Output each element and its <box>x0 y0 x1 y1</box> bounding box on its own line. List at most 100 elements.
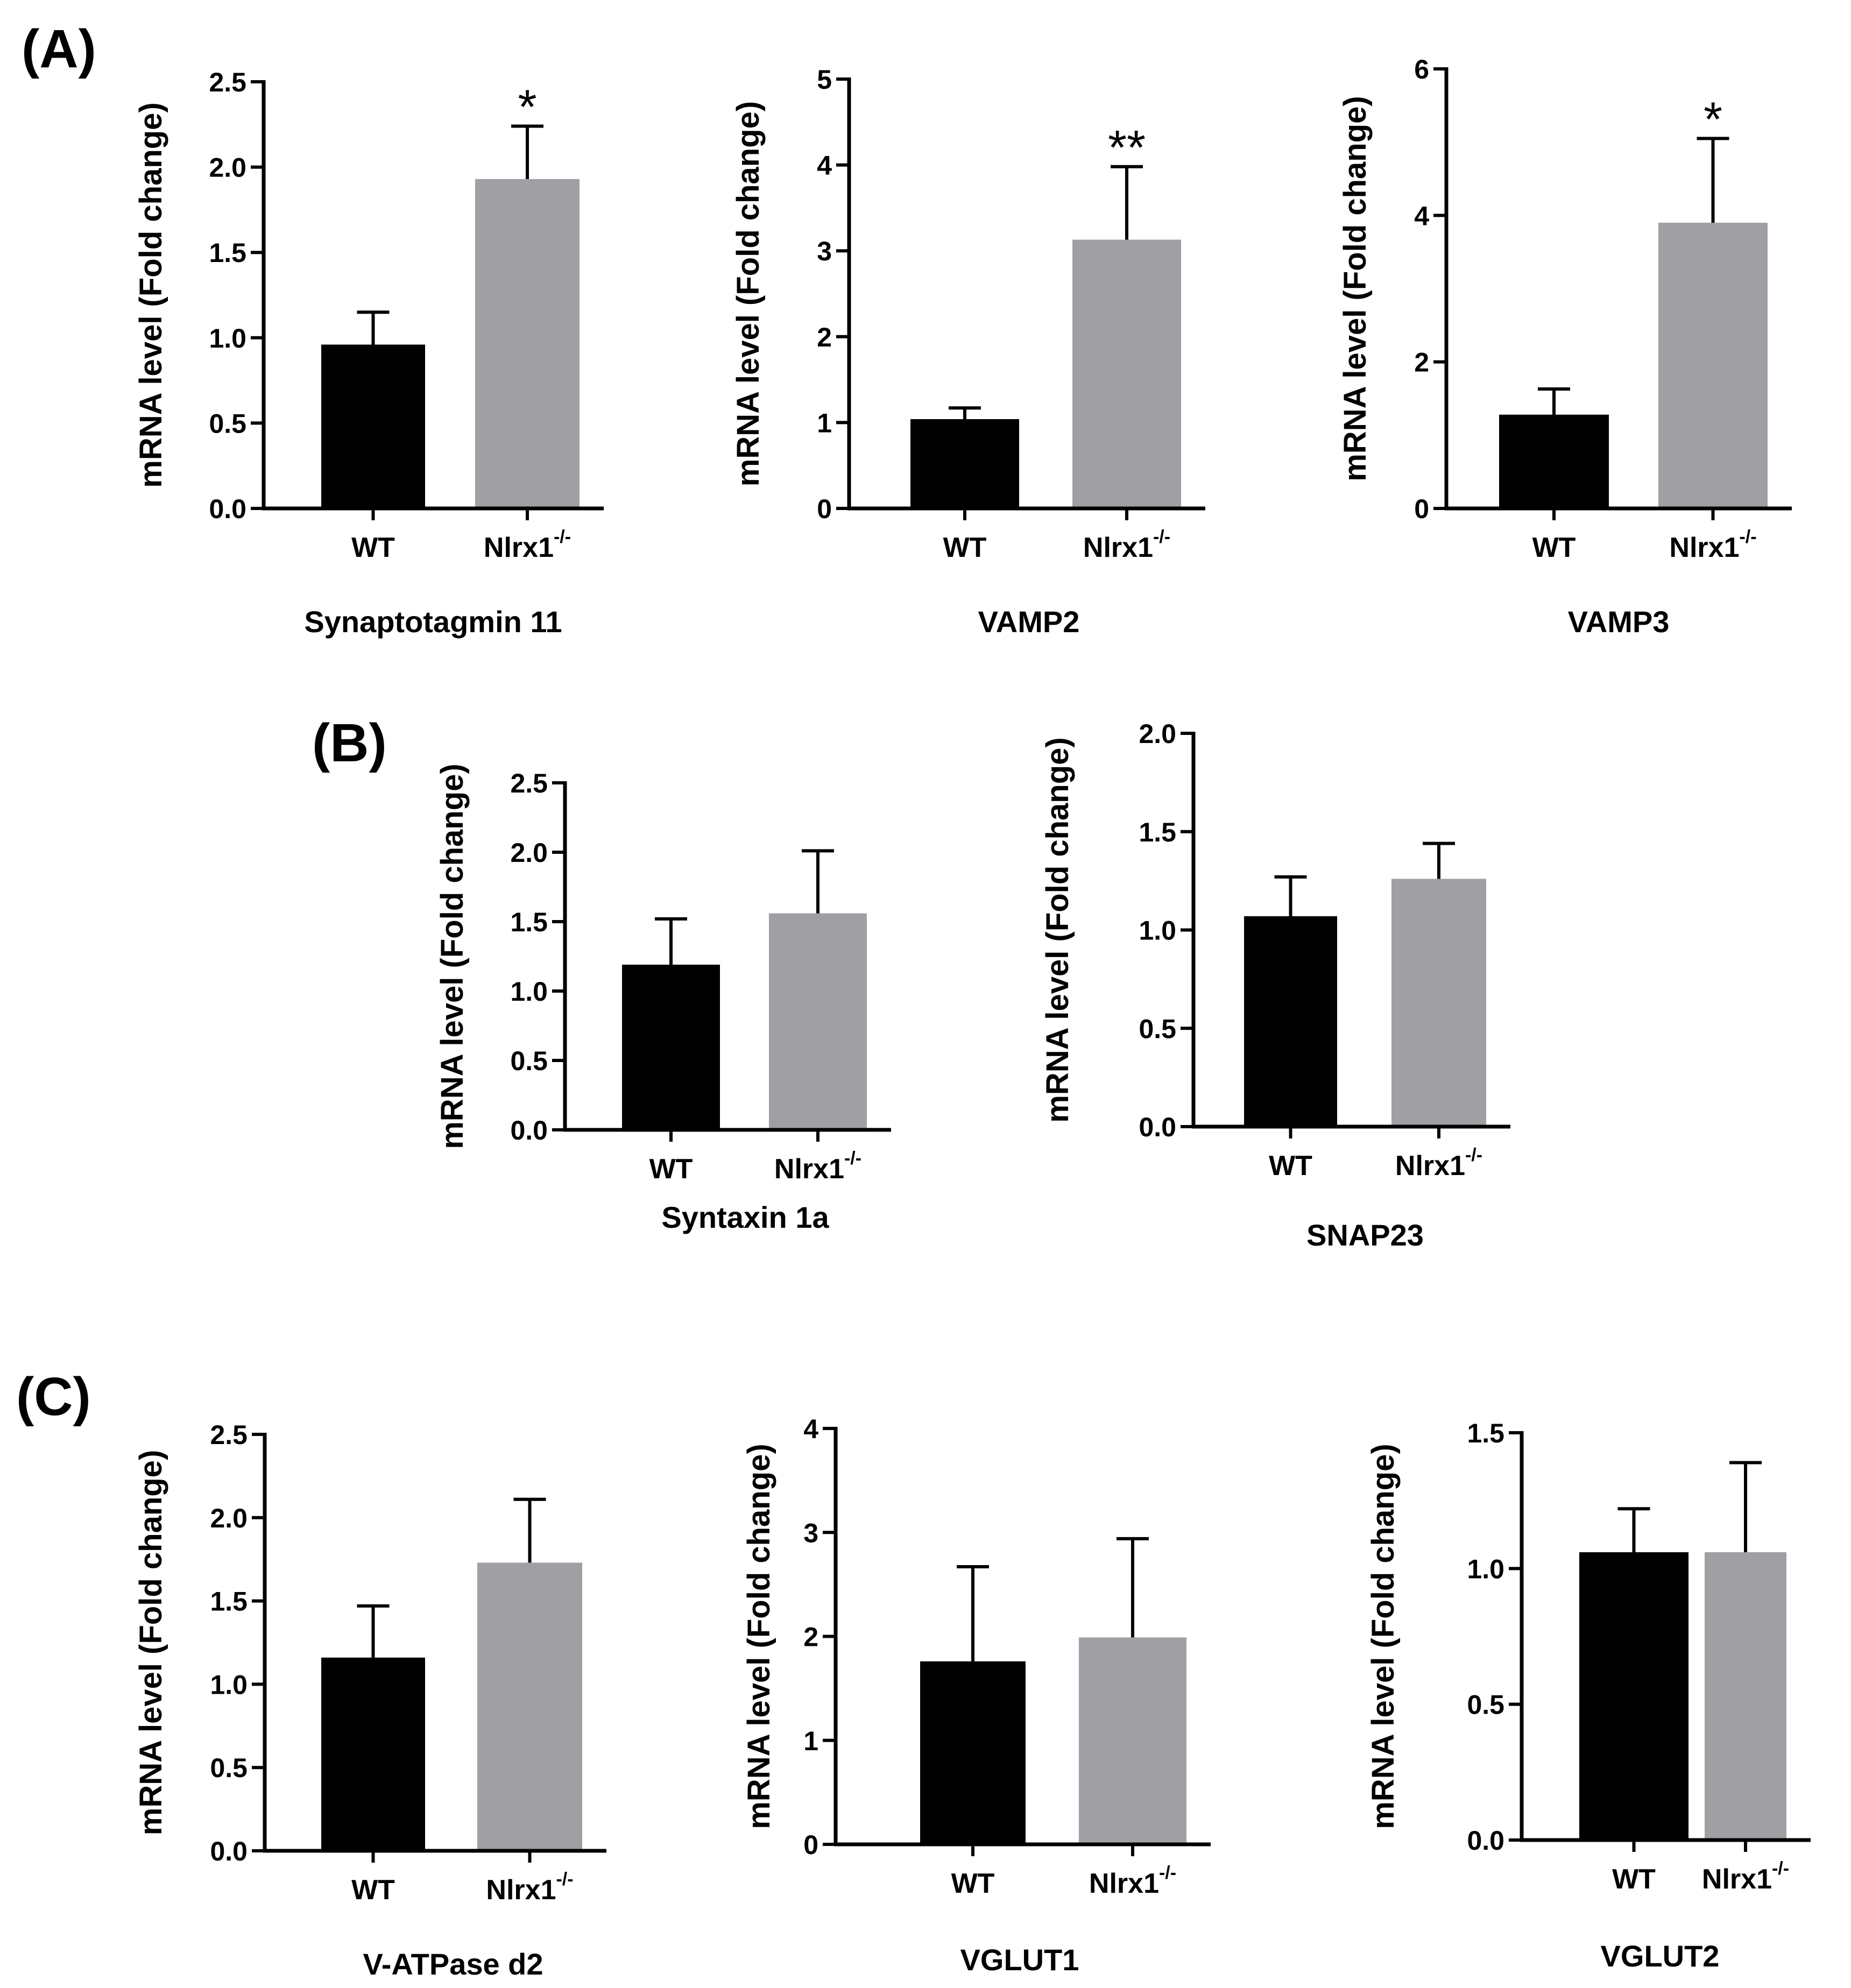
y-tick-label: 0.0 <box>1467 1826 1504 1856</box>
significance-label: * <box>1704 93 1722 146</box>
y-tick-label: 2.0 <box>209 153 246 183</box>
x-tick-label-wt: WT <box>649 1154 693 1185</box>
bar-nlrx1 <box>1079 1637 1186 1844</box>
y-tick-label: 0 <box>803 1830 818 1860</box>
x-tick-label-superscript: -/- <box>1153 527 1170 547</box>
x-tick-label-wt: WT <box>351 1874 395 1906</box>
significance-label: * <box>518 80 536 134</box>
bar-wt <box>321 344 425 508</box>
y-tick-label: 2.5 <box>210 1420 248 1450</box>
chart-2: ** 0 1 2 3 4 5 WT Nlrx1-/- mRNA level (Fold chang… <box>731 65 1205 639</box>
x-axis-title: VGLUT2 <box>1601 1939 1720 1973</box>
bar-nlrx1 <box>1705 1552 1786 1840</box>
y-tick-label: 0 <box>1414 494 1429 524</box>
y-axis-title: mRNA level (Fold change) <box>133 102 168 488</box>
y-tick-label: 2.0 <box>210 1503 248 1533</box>
y-axis-title: mRNA level (Fold change) <box>1040 737 1075 1123</box>
bar-wt <box>910 419 1019 508</box>
bar-wt <box>321 1657 425 1851</box>
x-tick-label-superscript: -/- <box>1159 1863 1176 1883</box>
y-tick-label: 6 <box>1414 54 1429 84</box>
y-tick-label: 0.0 <box>210 1836 248 1866</box>
y-tick-label: 2 <box>817 322 832 352</box>
y-tick-label: 1.0 <box>210 1669 248 1700</box>
x-tick-label-wt: WT <box>1269 1150 1312 1182</box>
bar-nlrx1 <box>1658 222 1768 508</box>
y-tick-label: 1.0 <box>209 323 246 353</box>
x-tick-label-superscript: -/- <box>556 1869 573 1890</box>
x-tick-label-wt: WT <box>943 532 987 563</box>
x-axis-title: VGLUT1 <box>960 1943 1079 1977</box>
bar-nlrx1 <box>477 1562 582 1851</box>
y-tick-label: 1.0 <box>1139 916 1176 946</box>
x-tick-label-nlrx1: Nlrx1-/- <box>1669 527 1756 563</box>
x-tick-label-nlrx1: Nlrx1-/- <box>486 1869 573 1906</box>
chart-1: * 0.0 0.5 1.0 1.5 2.0 2.5 WT Nlrx1-/- mRNA level … <box>133 67 604 639</box>
y-tick-label: 2 <box>803 1622 818 1652</box>
y-axis-title: mRNA level (Fold change) <box>435 763 470 1149</box>
bar-nlrx1 <box>769 913 867 1130</box>
y-axis-title: mRNA level (Fold change) <box>731 101 766 487</box>
chart-6: 0.0 0.5 1.0 1.5 2.0 2.5 WT Nlrx1-/- mRNA level (… <box>133 1420 606 1981</box>
x-tick-label-superscript: -/- <box>844 1148 861 1169</box>
y-tick-label: 4 <box>803 1414 818 1444</box>
y-tick-label: 1.0 <box>510 977 548 1007</box>
y-tick-label: 2.0 <box>510 838 548 868</box>
y-tick-label: 1.5 <box>209 238 246 268</box>
x-tick-label-superscript: -/- <box>1465 1145 1482 1165</box>
bar-wt <box>1579 1552 1688 1840</box>
y-tick-label: 0.5 <box>1139 1014 1176 1044</box>
y-tick-label: 1.5 <box>210 1587 248 1617</box>
y-tick-label: 1 <box>803 1726 818 1756</box>
bar-nlrx1 <box>475 179 580 509</box>
bar-nlrx1 <box>1072 239 1181 508</box>
y-axis-title: mRNA level (Fold change) <box>1338 96 1373 482</box>
chart-7: 0 1 2 3 4 WT Nlrx1-/- mRNA level (Fold change) V… <box>741 1414 1211 1977</box>
y-tick-label: 1.0 <box>1467 1554 1504 1584</box>
y-tick-label: 2.0 <box>1139 719 1176 749</box>
y-tick-label: 1.5 <box>1139 817 1176 847</box>
chart-8: 0.0 0.5 1.0 1.5 WT Nlrx1-/- mRNA level (Fold c… <box>1366 1418 1811 1973</box>
x-tick-label-wt: WT <box>351 532 395 563</box>
y-tick-label: 4 <box>817 151 832 181</box>
bar-nlrx1 <box>1391 879 1486 1127</box>
y-tick-label: 2 <box>1414 348 1429 378</box>
y-tick-label: 0.5 <box>1467 1690 1504 1720</box>
x-axis-title: Synaptotagmin 11 <box>304 605 562 639</box>
x-axis-title: VAMP2 <box>978 605 1080 639</box>
x-tick-label-superscript: -/- <box>1739 527 1756 547</box>
x-tick-label-nlrx1: Nlrx1-/- <box>1083 527 1170 563</box>
y-tick-label: 5 <box>817 65 832 95</box>
chart-3: * 0 2 4 6 WT Nlrx1-/- mRNA level (Fold change) V… <box>1338 54 1792 639</box>
bar-wt <box>1499 414 1609 508</box>
x-tick-label-wt: WT <box>1612 1864 1656 1895</box>
panel-label-a: (A) <box>22 19 96 79</box>
y-tick-label: 4 <box>1414 201 1429 231</box>
x-axis-title: V-ATPase d2 <box>363 1947 543 1981</box>
y-axis-title: mRNA level (Fold change) <box>1366 1444 1401 1829</box>
y-tick-label: 3 <box>817 236 832 266</box>
y-tick-label: 2.5 <box>510 768 548 798</box>
chart-5: 0.0 0.5 1.0 1.5 2.0 WT Nlrx1-/- mRNA level (Fol… <box>1040 719 1510 1252</box>
y-axis-title: mRNA level (Fold change) <box>741 1444 776 1829</box>
panel-label-b: (B) <box>312 713 387 773</box>
bar-wt <box>1244 916 1337 1127</box>
x-axis-title: SNAP23 <box>1306 1218 1424 1252</box>
bar-wt <box>622 964 720 1130</box>
x-tick-label-nlrx1: Nlrx1-/- <box>1395 1145 1482 1182</box>
x-tick-label-nlrx1: Nlrx1-/- <box>1702 1858 1789 1895</box>
y-tick-label: 0.5 <box>510 1046 548 1076</box>
x-tick-label-superscript: -/- <box>554 527 571 547</box>
x-tick-label-nlrx1: Nlrx1-/- <box>774 1148 861 1185</box>
x-axis-title: VAMP3 <box>1568 605 1670 639</box>
y-tick-label: 2.5 <box>209 67 246 97</box>
y-axis-title: mRNA level (Fold change) <box>133 1450 168 1836</box>
y-tick-label: 0.5 <box>209 408 246 438</box>
significance-label: ** <box>1108 121 1146 175</box>
x-tick-label-wt: WT <box>1532 532 1576 563</box>
bar-wt <box>920 1661 1026 1844</box>
x-tick-label-wt: WT <box>951 1868 995 1899</box>
x-tick-label-superscript: -/- <box>1772 1858 1789 1879</box>
